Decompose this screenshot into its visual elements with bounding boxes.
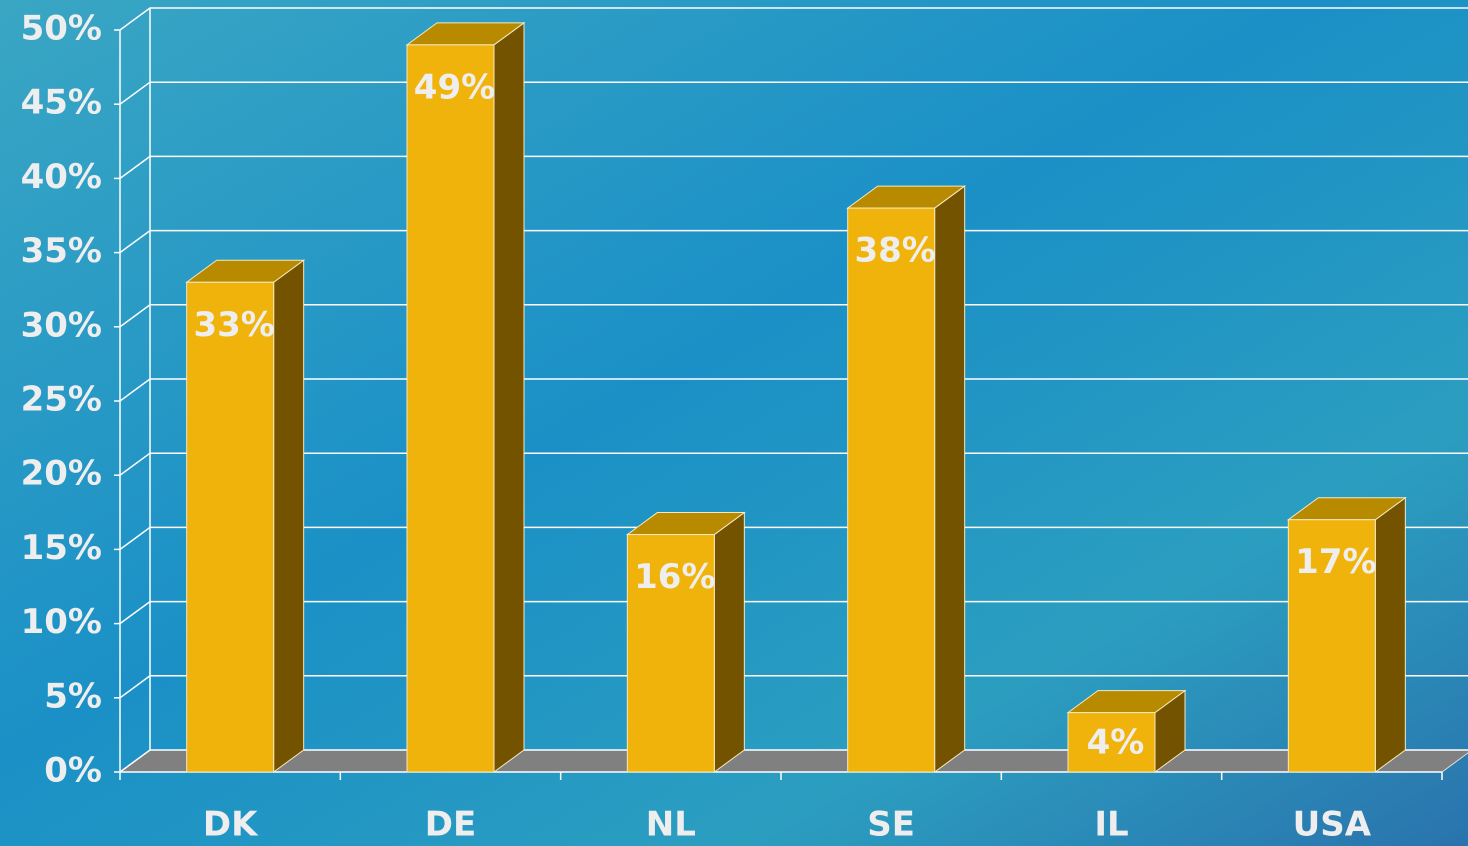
data-label: 49%	[414, 67, 495, 107]
x-tick-label: DE	[425, 805, 476, 845]
data-label: 16%	[634, 557, 715, 597]
y-tick-label: 5%	[44, 676, 102, 716]
x-tick-label: USA	[1293, 805, 1372, 845]
bar-side	[934, 185, 966, 773]
floor	[118, 749, 1468, 773]
bar	[1067, 712, 1156, 773]
bar	[186, 281, 275, 773]
grid-line	[119, 675, 1468, 699]
data-label: 38%	[854, 231, 935, 271]
x-tick-label: SE	[867, 805, 915, 845]
y-tick-label: 30%	[21, 305, 102, 345]
y-tick-label: 45%	[21, 83, 102, 123]
grid-line	[119, 155, 1468, 180]
grid-line	[119, 304, 1468, 328]
y-tick-label: 20%	[21, 454, 102, 494]
data-label: 33%	[193, 305, 274, 345]
x-tick-label: NL	[646, 805, 696, 845]
bar-side	[713, 511, 745, 773]
data-label: 17%	[1295, 542, 1376, 582]
y-tick-label: 25%	[21, 380, 102, 420]
bar	[406, 44, 495, 773]
grid-line	[119, 600, 1468, 625]
bar-side	[273, 259, 305, 773]
grid-line	[119, 81, 1468, 105]
grid-line	[119, 229, 1468, 254]
y-tick-label: 35%	[21, 231, 102, 271]
bar-side	[493, 21, 525, 773]
bar-side	[1374, 496, 1406, 773]
grid-line	[119, 452, 1468, 476]
y-tick-label: 15%	[21, 528, 102, 568]
y-tick-label: 50%	[21, 9, 102, 49]
bar	[626, 534, 715, 773]
bar	[1287, 519, 1376, 773]
bar	[847, 207, 936, 773]
grid-line	[119, 749, 1468, 773]
grid-line	[119, 7, 1468, 31]
data-label: 4%	[1087, 723, 1145, 763]
x-tick-label: IL	[1094, 805, 1128, 845]
grid-line	[119, 378, 1468, 402]
y-tick-label: 0%	[44, 751, 102, 791]
y-tick-label: 40%	[21, 157, 102, 197]
y-tick-label: 10%	[21, 602, 102, 642]
grid-line	[119, 526, 1468, 551]
x-tick-label: DK	[203, 805, 259, 845]
